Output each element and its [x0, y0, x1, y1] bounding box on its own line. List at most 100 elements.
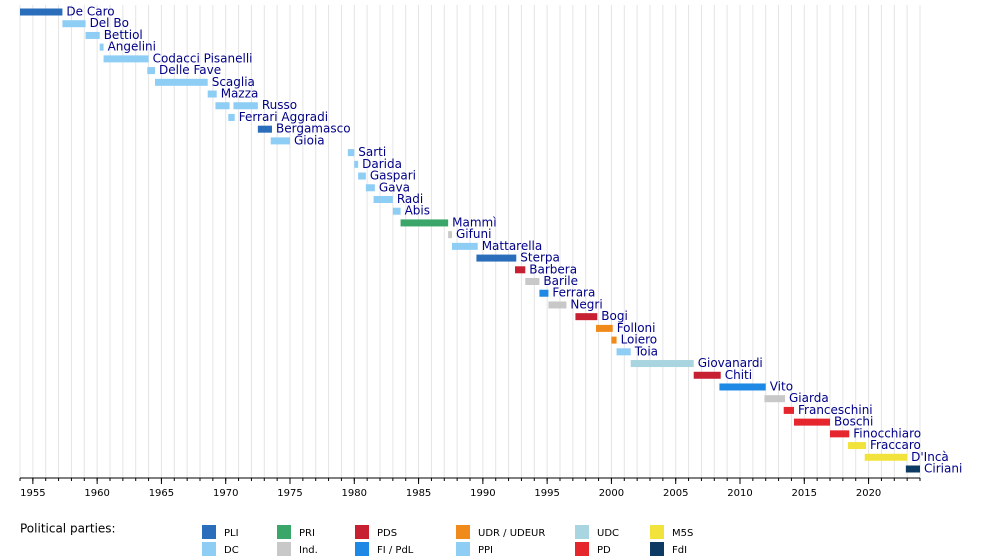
minister-label: Barbera	[529, 262, 577, 276]
term-bar	[764, 395, 785, 403]
term-bar	[99, 43, 104, 51]
x-tick-label: 1985	[406, 488, 431, 499]
minister-label: Ferrari Aggradi	[239, 110, 328, 124]
minister-label: Ferrara	[552, 286, 595, 300]
minister-label: Giarda	[789, 391, 829, 405]
minister-label: Gava	[379, 180, 410, 194]
minister-label: Giovanardi	[698, 356, 763, 370]
legend-label: PD	[597, 545, 611, 556]
term-bar	[147, 67, 155, 75]
legend-label: M5S	[672, 528, 693, 539]
x-tick-label: 2015	[792, 488, 817, 499]
term-bar	[539, 289, 549, 297]
term-bar	[347, 149, 355, 157]
legend-swatch	[202, 542, 216, 556]
minister-label: Bogi	[601, 309, 628, 323]
minister-label: Radi	[397, 192, 423, 206]
x-tick-label: 1965	[149, 488, 174, 499]
x-tick-label: 1980	[342, 488, 367, 499]
term-bar	[515, 266, 526, 274]
minister-label: Del Bo	[90, 16, 129, 30]
x-tick-label: 2010	[727, 488, 752, 499]
minister-label: Darida	[362, 157, 402, 171]
term-bar	[783, 406, 794, 414]
legend-swatch	[456, 525, 470, 539]
legend-swatch	[650, 525, 664, 539]
minister-label: Bettiol	[104, 28, 143, 42]
minister-label: Boschi	[834, 415, 873, 429]
minister-label: Mazza	[221, 87, 259, 101]
minister-label: Fraccaro	[870, 438, 921, 452]
legend-swatch	[355, 542, 369, 556]
term-bar	[270, 137, 290, 145]
minister-label: Ciriani	[924, 462, 962, 476]
minister-label: Mammì	[452, 215, 496, 229]
term-bar	[630, 360, 694, 368]
term-bar	[103, 55, 149, 63]
minister-label: Loiero	[621, 333, 658, 347]
minister-label: Finocchiaro	[853, 426, 921, 440]
legend-label: UDC	[597, 528, 619, 539]
minister-label: Gaspari	[370, 169, 416, 183]
legend-swatch	[456, 542, 470, 556]
legend-label: FdI	[672, 545, 687, 556]
minister-label: Toia	[634, 344, 658, 358]
legend-label: FI / PdL	[377, 545, 414, 556]
x-tick-label: 1975	[277, 488, 302, 499]
minister-label: Scaglia	[212, 75, 255, 89]
x-tick-label: 2005	[663, 488, 688, 499]
minister-label: Chiti	[725, 368, 752, 382]
legend-swatch	[355, 525, 369, 539]
minister-label: Delle Fave	[159, 63, 221, 77]
term-bar	[476, 254, 517, 262]
x-tick-label: 1955	[20, 488, 45, 499]
legend-swatch	[575, 525, 589, 539]
term-bar	[616, 348, 631, 356]
term-bar	[548, 301, 567, 309]
legend-label: PRI	[299, 528, 315, 539]
minister-label: Mattarella	[482, 239, 543, 253]
minister-label: Vito	[770, 379, 793, 393]
legend-label: PLI	[224, 528, 239, 539]
term-bar	[575, 313, 598, 321]
term-bar	[233, 102, 258, 110]
minister-label: Gioia	[294, 133, 325, 147]
term-bar	[354, 160, 359, 168]
legend-label: UDR / UDEUR	[478, 528, 545, 539]
term-bar	[257, 125, 272, 133]
term-bar	[155, 78, 208, 86]
term-bar	[358, 172, 366, 180]
minister-label: Negri	[570, 297, 602, 311]
term-bar	[830, 430, 850, 438]
legend-label: Ind.	[299, 545, 318, 556]
term-bar	[448, 231, 452, 239]
term-bar	[215, 102, 230, 110]
term-bar	[207, 90, 217, 98]
legend-swatch	[650, 542, 664, 556]
minister-label: Barile	[543, 274, 578, 288]
legend-swatch	[277, 525, 291, 539]
term-bar	[864, 453, 908, 461]
minister-label: Codacci Pisanelli	[153, 51, 253, 65]
term-bar	[228, 113, 235, 121]
term-bar	[596, 324, 613, 332]
x-tick-label: 1970	[213, 488, 238, 499]
minister-label: D'Incà	[911, 450, 949, 464]
x-tick-label: 2020	[856, 488, 881, 499]
term-bar	[905, 465, 920, 473]
x-tick-label: 1995	[534, 488, 559, 499]
x-tick-label: 1960	[84, 488, 109, 499]
legend-label: DC	[224, 545, 239, 556]
term-bar	[85, 31, 100, 39]
term-bar	[20, 8, 63, 16]
term-bar	[693, 371, 721, 379]
term-bar	[400, 219, 449, 227]
x-tick-label: 2000	[599, 488, 624, 499]
legend-label: PPI	[478, 545, 493, 556]
term-bar	[794, 418, 830, 426]
minister-label: Sarti	[358, 145, 386, 159]
legend-swatch	[277, 542, 291, 556]
term-bar	[848, 442, 866, 450]
minister-label: De Caro	[66, 5, 114, 19]
